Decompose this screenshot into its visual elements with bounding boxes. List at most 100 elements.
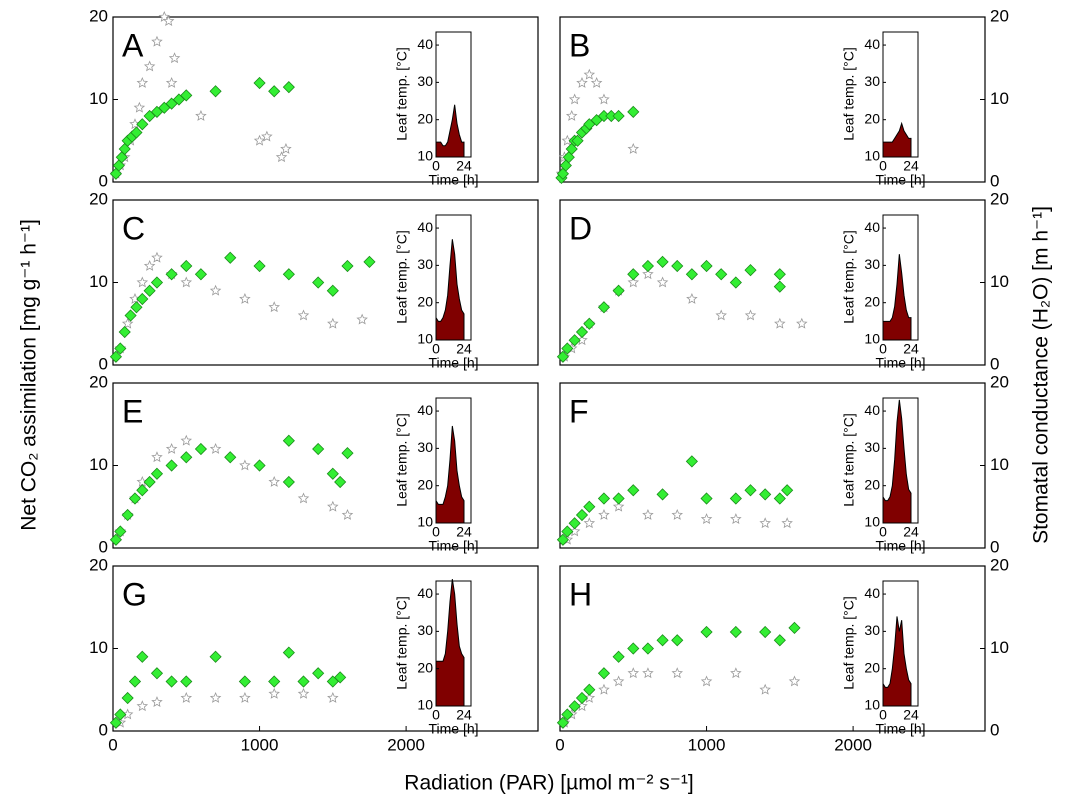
diamond-point [759,625,772,639]
diamond-point [715,268,728,281]
diamond-point [341,447,354,460]
diamond-point [114,525,127,538]
inset-y-label: Leaf temp. [°C] [841,47,857,141]
panel-label: H [569,576,592,612]
inset-y-tick-label: 20 [864,659,880,675]
diamond-point [136,650,149,663]
diamond-point [165,459,178,472]
star-point [583,68,596,80]
diamond-point [136,484,149,497]
y-tick-label: 10 [89,638,108,657]
diamond-point [656,255,669,268]
inset-x-tick-label: 0 [879,524,887,540]
star-point [165,76,178,88]
y-tick-label: 0 [99,537,108,556]
y2-tick-label: 10 [990,455,1009,474]
y2-axis-label: Stomatal conductance (H₂O) [m h⁻¹] [1030,206,1053,544]
inset-x-tick-label: 24 [903,524,919,540]
star-point [759,683,771,695]
diamond-point [282,268,295,281]
star-point [781,517,793,529]
diamond-point [744,264,757,277]
diamond-point [109,350,122,363]
inset-x-tick-label: 0 [879,707,887,723]
diamond-point [656,634,669,647]
panel-frame [559,199,986,366]
diamond-point [121,508,134,522]
diamond-point [627,642,640,655]
star-point [598,93,610,105]
diamond-point [114,708,127,721]
inset-y-tick-label: 40 [864,402,880,418]
diamond-point [253,459,266,472]
star-point [239,292,251,304]
inset-y-tick-label: 40 [417,36,433,52]
star-point [612,675,625,687]
star-point [136,276,149,288]
inset-y-tick-label: 20 [417,476,433,492]
star-point [686,292,698,304]
star-point [642,508,654,520]
diamond-point [334,475,347,489]
diamond-point [561,525,574,538]
diamond-point [685,268,698,281]
inset-x-label: Time [h] [875,172,925,188]
diamond-point [773,268,786,281]
diamond-point [224,451,237,464]
diamond-point [773,492,786,505]
diamond-point [282,81,295,94]
diamond-point [700,492,713,505]
temperature-area [882,254,912,341]
star-point [598,508,610,520]
inset-y-tick-label: 30 [864,256,880,272]
star-point [612,500,625,512]
star-point [143,259,156,271]
star-point [627,142,640,154]
diamond-point [143,475,156,489]
inset-x-label: Time [h] [875,355,925,371]
diamond-point [128,492,142,505]
inset-y-label: Leaf temp. [°C] [841,596,857,690]
inset-y-tick-label: 30 [417,256,433,272]
star-point [151,35,163,47]
inset-y-tick-label: 40 [864,585,880,601]
inset-x-label: Time [h] [428,355,478,371]
panel-label: E [122,393,143,429]
star-point [730,513,742,525]
y2-tick-label: 20 [990,555,1009,574]
diamond-point [627,268,640,281]
diamond-point [568,517,581,530]
inset-y-tick-label: 10 [864,514,880,530]
panel-frame [559,16,986,183]
inset-x-tick-label: 0 [432,341,440,357]
star-point [627,667,640,679]
inset-y-tick-label: 30 [864,439,880,455]
inset-y-label: Leaf temp. [°C] [394,596,410,690]
y-tick-label: 0 [99,720,108,739]
panel-label: F [569,393,589,429]
x-tick-label: 0 [555,735,564,754]
diamond-point [124,309,137,322]
diamond-point [136,292,149,306]
inset-x-tick-label: 0 [879,341,887,357]
diamond-point [312,442,325,456]
diamond-point [326,467,339,480]
panel-label: D [569,210,592,246]
temperature-area [435,579,465,707]
diamond-point [729,625,742,639]
diamond-point [282,434,295,447]
y-tick-label: 0 [99,171,108,190]
diamond-point [612,284,625,297]
diamond-point [744,484,757,497]
y2-tick-label: 20 [990,6,1009,25]
inset-y-tick-label: 40 [417,219,433,235]
star-point [261,130,273,142]
inset-x-tick-label: 0 [432,524,440,540]
star-point [671,667,683,679]
star-point [327,317,339,329]
diamond-point [180,451,193,464]
y2-tick-label: 0 [990,171,999,190]
inset-y-tick-label: 20 [417,659,433,675]
x-tick-label: 1000 [241,735,279,754]
diamond-point [781,484,794,497]
